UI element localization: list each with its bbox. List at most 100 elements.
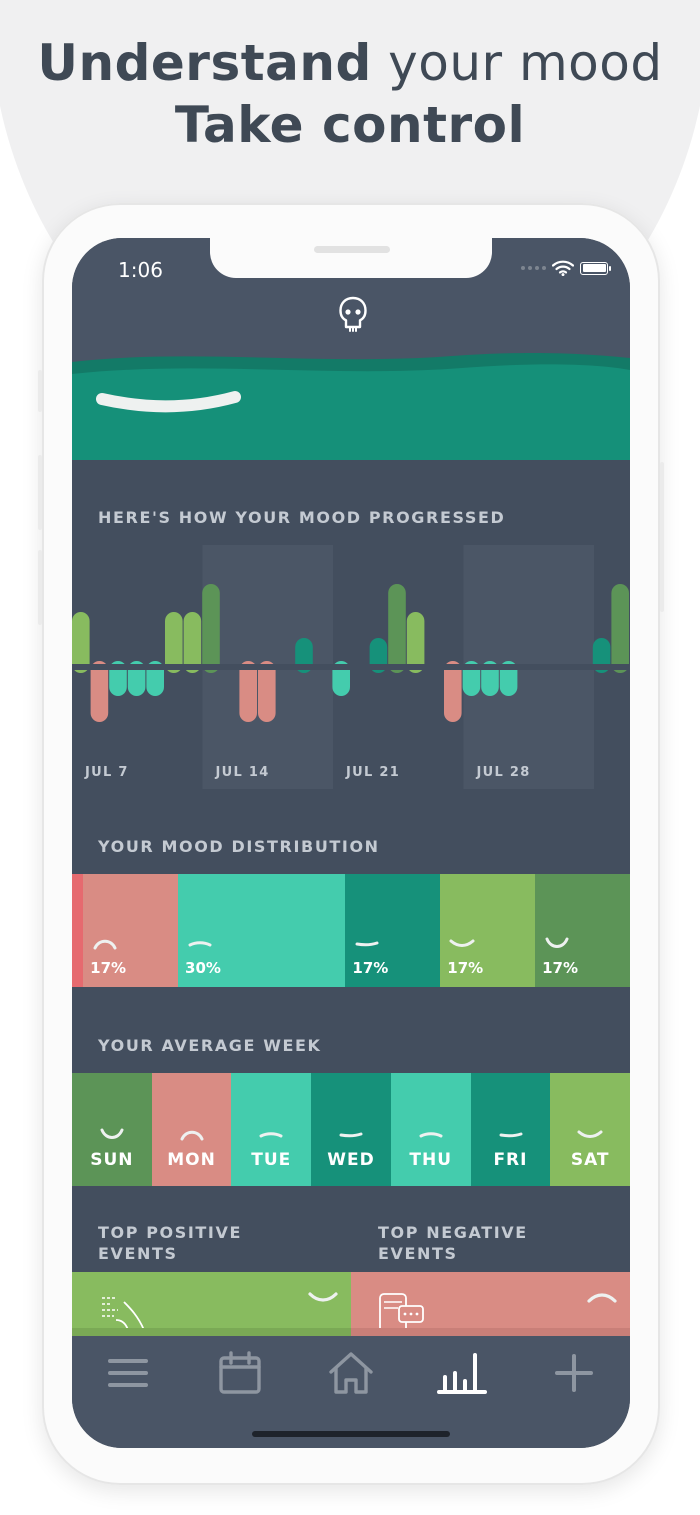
distribution-percent: 17% <box>352 959 389 977</box>
distribution-percent: 30% <box>185 959 221 977</box>
mood-distribution-bar: 17% 30% 17% 17% 17% <box>72 874 630 987</box>
skull-face-icon <box>339 296 367 332</box>
distribution-percent: 17% <box>447 959 484 977</box>
calendar-icon <box>219 1351 261 1394</box>
bar-chart-icon <box>437 1353 487 1394</box>
phone-side-button <box>38 370 42 412</box>
phone-side-button <box>38 550 42 625</box>
top-negative-events-card[interactable] <box>351 1272 630 1336</box>
great-mood-face-icon <box>100 1128 124 1139</box>
bottom-nav-bar <box>72 1336 630 1448</box>
okay-mood-face-icon <box>499 1132 523 1138</box>
phone-power-button <box>660 462 664 612</box>
phone-side-button <box>38 455 42 530</box>
phone-screen: 1:06 HERE'S HOW YOUR MOOD PROGRESSED JUL… <box>72 238 630 1448</box>
top-negative-title-line1: TOP NEGATIVE <box>378 1223 528 1242</box>
top-positive-title: TOP POSITIVE EVENTS <box>98 1222 242 1264</box>
phone-speaker <box>314 246 390 253</box>
mood-day-bar <box>72 612 90 673</box>
week-label: JUL 7 <box>84 765 129 780</box>
meh-mood-face-icon <box>259 1132 283 1138</box>
top-negative-title-line2: EVENTS <box>378 1244 458 1263</box>
mood-day-bar <box>239 661 257 722</box>
week-day-label: SAT <box>570 1150 610 1170</box>
great-mood-face-icon <box>545 937 569 948</box>
week-title: YOUR AVERAGE WEEK <box>98 1036 322 1055</box>
good-mood-face-icon <box>449 939 475 947</box>
distribution-segment-okay[interactable]: 17% <box>345 874 441 987</box>
week-day-sun[interactable]: SUN <box>72 1073 152 1186</box>
week-day-label: SUN <box>90 1150 134 1170</box>
mood-day-bar <box>202 584 220 673</box>
mood-day-bar <box>611 584 629 673</box>
nav-home[interactable] <box>311 1348 391 1398</box>
distribution-segment-great[interactable]: 17% <box>535 874 630 987</box>
week-day-label: TUE <box>251 1150 292 1170</box>
week-day-thu[interactable]: THU <box>390 1073 471 1186</box>
mood-day-bar <box>183 612 202 673</box>
distribution-segment-good[interactable]: 17% <box>440 874 536 987</box>
headline-rest: your mood <box>371 34 663 92</box>
good-mood-face-icon <box>308 1292 338 1302</box>
bad-mood-face-icon <box>587 1293 617 1303</box>
week-day-label: FRI <box>493 1150 528 1170</box>
bad-mood-face-icon <box>93 939 117 950</box>
meh-mood-face-icon <box>419 1132 443 1138</box>
chart-axis-line <box>72 664 630 670</box>
week-label: JUL 21 <box>345 765 400 780</box>
mood-face-mouth-icon <box>96 391 241 413</box>
average-week-row: SUN MON TUE WED THU FRI SAT <box>72 1073 630 1186</box>
week-day-tue[interactable]: TUE <box>231 1073 312 1186</box>
distribution-percent: 17% <box>542 959 579 977</box>
week-day-label: MON <box>167 1150 216 1170</box>
okay-mood-face-icon <box>355 941 379 947</box>
menu-icon <box>108 1359 148 1387</box>
mood-day-bar <box>90 661 109 722</box>
distribution-segment-bad[interactable]: 17% <box>83 874 179 987</box>
top-positive-title-line1: TOP POSITIVE <box>98 1223 242 1242</box>
week-day-label: THU <box>409 1150 453 1170</box>
nav-stats[interactable] <box>422 1348 502 1398</box>
nav-add[interactable] <box>534 1348 614 1398</box>
wifi-icon <box>552 260 574 276</box>
promo-headline: Understand your mood Take control <box>0 32 700 156</box>
plus-icon <box>555 1354 593 1392</box>
okay-mood-face-icon <box>339 1132 363 1138</box>
week-label: JUL 28 <box>476 765 531 780</box>
top-positive-title-line2: EVENTS <box>98 1244 178 1263</box>
meh-mood-face-icon <box>188 941 212 947</box>
distribution-title: YOUR MOOD DISTRIBUTION <box>98 837 380 856</box>
distribution-segment-awful[interactable] <box>72 874 84 987</box>
mood-day-bar <box>406 612 425 673</box>
status-icons <box>521 260 611 276</box>
mood-progress-chart: JUL 7 JUL 14 JUL 21 JUL 28 <box>72 545 630 789</box>
mood-wave-banner <box>72 352 630 460</box>
week-label: JUL 14 <box>215 765 270 780</box>
progress-title: HERE'S HOW YOUR MOOD PROGRESSED <box>98 508 506 527</box>
nav-calendar[interactable] <box>200 1348 280 1398</box>
headline-line-2: Take control <box>174 96 526 154</box>
nav-menu[interactable] <box>88 1348 168 1398</box>
status-time: 1:06 <box>118 258 163 282</box>
signal-icon <box>521 266 546 270</box>
distribution-segment-meh[interactable]: 30% <box>178 874 346 987</box>
mood-day-bar <box>165 612 183 673</box>
week-day-label: WED <box>327 1150 375 1170</box>
mood-day-bar <box>388 584 406 673</box>
week-day-fri[interactable]: FRI <box>470 1073 551 1186</box>
bad-mood-face-icon <box>180 1130 204 1141</box>
card-shadow <box>351 1328 630 1336</box>
mood-day-bar <box>444 661 462 722</box>
week-day-sat[interactable]: SAT <box>550 1073 630 1186</box>
top-negative-title: TOP NEGATIVE EVENTS <box>378 1222 528 1264</box>
phone-notch <box>210 238 492 278</box>
home-indicator <box>252 1431 450 1437</box>
headline-bold-word: Understand <box>37 34 372 92</box>
week-day-wed[interactable]: WED <box>311 1073 391 1186</box>
card-shadow <box>72 1328 351 1336</box>
battery-icon <box>580 261 611 275</box>
mood-day-bar <box>258 661 276 722</box>
week-day-mon[interactable]: MON <box>151 1073 232 1186</box>
top-positive-events-card[interactable] <box>72 1272 351 1336</box>
home-icon <box>329 1352 373 1394</box>
